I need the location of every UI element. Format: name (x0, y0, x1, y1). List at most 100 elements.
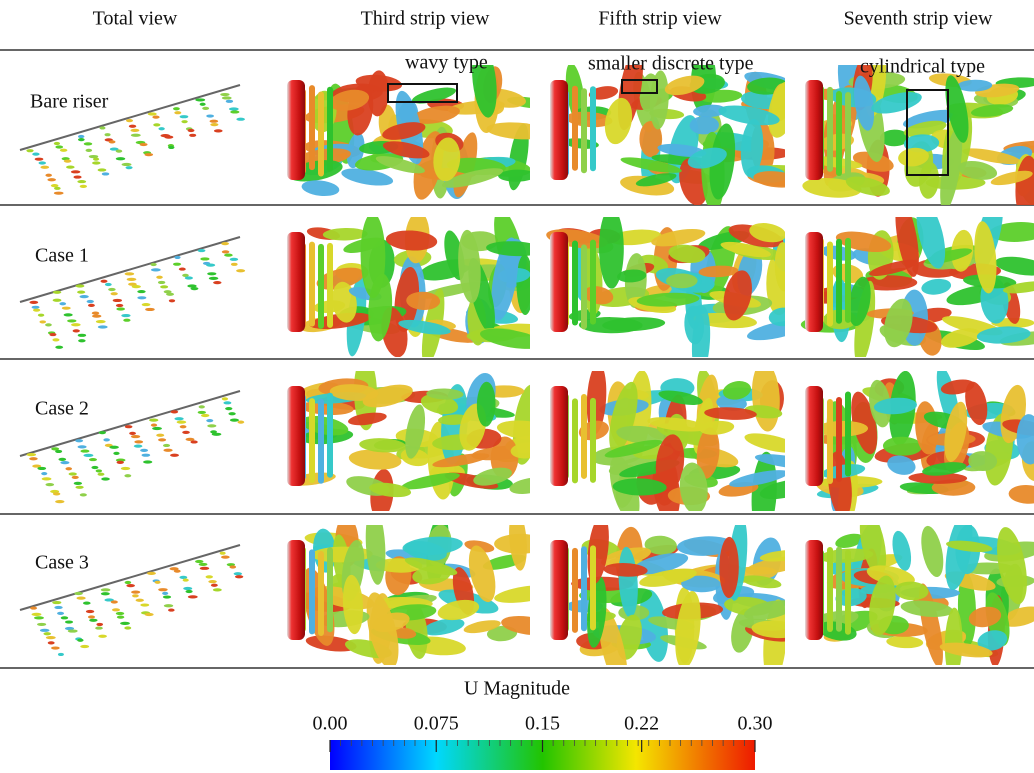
vortex-column (845, 550, 851, 635)
vortex (78, 334, 87, 337)
vortex (179, 267, 186, 270)
vortex (230, 110, 239, 113)
vortex (195, 98, 205, 101)
vortex (188, 595, 198, 598)
vortex (142, 303, 151, 306)
vortex (147, 572, 156, 575)
strip-view (805, 508, 1034, 679)
vortex (60, 149, 67, 152)
vortex (76, 597, 85, 600)
vortex (126, 584, 135, 587)
vortex (174, 111, 181, 114)
vortex (174, 256, 180, 259)
annotation: smaller discrete type (588, 53, 754, 75)
vortex (236, 269, 245, 272)
vortex-column (327, 393, 333, 478)
vortex (206, 575, 213, 578)
vortex (180, 425, 187, 428)
vortex (221, 556, 230, 559)
vortex (206, 114, 214, 117)
vortex (229, 565, 236, 568)
vortex (92, 315, 101, 318)
vortex (54, 192, 64, 195)
vortex (88, 304, 95, 307)
vortex (66, 166, 74, 169)
vortex (191, 287, 199, 290)
vortex (124, 626, 131, 629)
vortex (54, 142, 60, 145)
vortex (116, 612, 124, 615)
vortex (69, 472, 77, 475)
vortex (96, 320, 106, 323)
vortex (150, 263, 156, 266)
vortex (74, 482, 82, 485)
vortex (105, 133, 111, 136)
vortex (111, 292, 118, 295)
vortex (89, 619, 97, 622)
vortex (113, 452, 119, 455)
vortex-column (590, 545, 596, 630)
vortex (129, 432, 136, 435)
vortex (156, 434, 164, 437)
vortex (58, 458, 66, 461)
vortex (136, 599, 144, 602)
vortex (93, 158, 99, 161)
colorbar-tick-label: 0.15 (525, 713, 560, 735)
vortex (52, 601, 61, 604)
vortex-column (309, 549, 315, 634)
vortex (156, 276, 163, 279)
vortex (131, 591, 140, 594)
vortex (30, 606, 37, 609)
vortex (55, 450, 62, 453)
vortex (72, 476, 79, 479)
vortex (98, 168, 107, 171)
vortex (98, 325, 108, 328)
vortex (52, 338, 59, 341)
vortex (33, 309, 40, 312)
vortex (38, 314, 44, 317)
vortex-column (572, 240, 578, 325)
riser-cylinder (805, 386, 823, 486)
vortex (125, 425, 133, 428)
vortex (179, 576, 187, 579)
strip-view (287, 206, 547, 367)
vortex (54, 187, 61, 190)
vortex (200, 567, 210, 570)
vortex (75, 439, 83, 442)
vortex (173, 107, 180, 110)
vortex (220, 552, 226, 555)
vortex (140, 603, 149, 606)
vortex-column (318, 551, 324, 636)
strip-view (287, 506, 558, 672)
vortex (171, 410, 179, 413)
vortex (163, 595, 171, 598)
vortex (1008, 484, 1034, 505)
vortex (162, 592, 168, 595)
vortex (182, 431, 190, 434)
vortex-column (827, 242, 833, 327)
riser-cylinder (805, 540, 823, 640)
vortex-column (318, 399, 324, 484)
vortex-column (845, 392, 851, 477)
riser-cylinder (550, 80, 568, 180)
vortex (92, 312, 99, 315)
vortex (89, 458, 97, 461)
vortex (78, 445, 87, 448)
colorbar-tick-label: 0.00 (313, 713, 348, 735)
riser-cylinder (550, 540, 568, 640)
vortex (75, 486, 83, 489)
vortex (201, 414, 209, 417)
vortex-column (590, 86, 596, 171)
vortex (45, 483, 54, 486)
vortex (62, 307, 71, 310)
vortex (116, 157, 126, 160)
vortex (155, 581, 161, 584)
figure: Total view Third strip view Fifth strip … (0, 0, 1034, 773)
vortex (80, 493, 87, 496)
vortex (493, 582, 558, 606)
vortex (39, 161, 46, 164)
vortex (112, 608, 120, 611)
vortex (58, 653, 64, 656)
vortex (37, 467, 46, 470)
vortex (671, 590, 704, 671)
